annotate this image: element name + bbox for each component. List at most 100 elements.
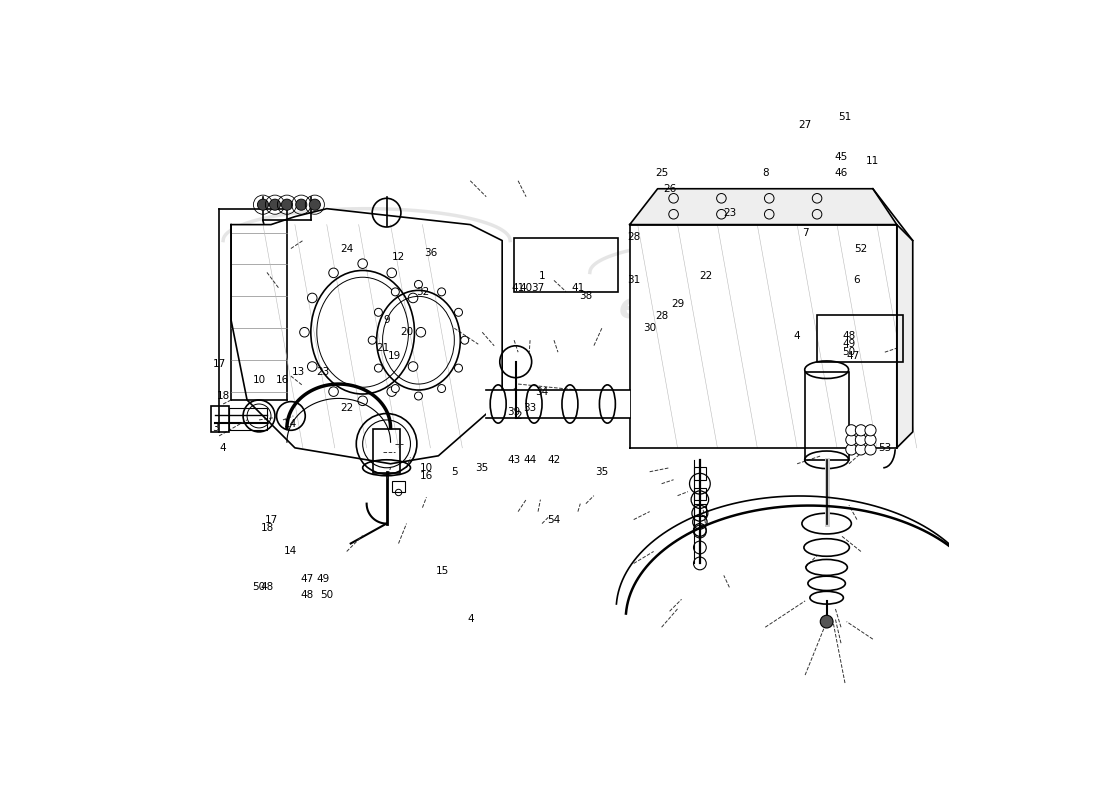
Circle shape (392, 385, 399, 393)
Text: 22: 22 (340, 403, 353, 413)
Circle shape (846, 444, 857, 455)
Circle shape (408, 293, 418, 302)
Text: 23: 23 (316, 367, 329, 377)
Circle shape (865, 425, 876, 436)
Polygon shape (896, 225, 913, 448)
Polygon shape (629, 225, 896, 448)
Text: 31: 31 (627, 275, 640, 286)
Circle shape (374, 308, 383, 316)
Polygon shape (231, 209, 503, 464)
Circle shape (454, 364, 462, 372)
Text: 6: 6 (854, 275, 860, 286)
Text: 18: 18 (261, 522, 274, 533)
Bar (211, 406, 229, 432)
Text: 43: 43 (507, 454, 520, 465)
Text: 14: 14 (284, 546, 297, 557)
Text: 28: 28 (627, 231, 640, 242)
Text: 13: 13 (293, 367, 306, 377)
Text: 40: 40 (519, 283, 532, 294)
Text: 4: 4 (794, 331, 801, 342)
Text: 41: 41 (571, 283, 584, 294)
Text: 41: 41 (512, 283, 525, 294)
Text: 24: 24 (340, 243, 353, 254)
Text: 19: 19 (388, 351, 401, 361)
Text: 51: 51 (838, 112, 851, 122)
Text: 17: 17 (212, 359, 226, 369)
Circle shape (416, 327, 426, 337)
Circle shape (358, 396, 367, 406)
Text: 52: 52 (855, 243, 868, 254)
Text: 7: 7 (802, 227, 808, 238)
Text: 45: 45 (835, 152, 848, 162)
Text: 8: 8 (762, 168, 769, 178)
Bar (229, 408, 267, 430)
Text: 28: 28 (654, 311, 668, 322)
Text: 50: 50 (253, 582, 265, 592)
Text: 18: 18 (217, 391, 230, 401)
Text: 32: 32 (416, 287, 429, 298)
Circle shape (392, 288, 399, 296)
Text: 37: 37 (531, 283, 544, 294)
Circle shape (415, 392, 422, 400)
Text: 10: 10 (253, 375, 265, 385)
Text: 39: 39 (507, 407, 520, 417)
Text: 23: 23 (723, 208, 736, 218)
Circle shape (374, 364, 383, 372)
Text: 42: 42 (548, 454, 561, 465)
Circle shape (309, 199, 320, 210)
Circle shape (454, 308, 462, 316)
Text: 35: 35 (475, 462, 488, 473)
Text: 46: 46 (835, 168, 848, 178)
Text: 11: 11 (867, 156, 880, 166)
Circle shape (438, 385, 446, 393)
Bar (514, 238, 618, 292)
Text: 33: 33 (524, 403, 537, 413)
Circle shape (308, 293, 317, 302)
Bar (817, 315, 903, 362)
Circle shape (856, 425, 867, 436)
Text: 35: 35 (595, 466, 608, 477)
Polygon shape (629, 189, 896, 225)
Circle shape (299, 327, 309, 337)
Text: eurospares: eurospares (619, 291, 848, 326)
Circle shape (270, 199, 280, 210)
Bar (486, 390, 629, 418)
Text: 16: 16 (420, 470, 433, 481)
Bar (373, 430, 400, 474)
Circle shape (856, 444, 867, 455)
Text: 29: 29 (671, 299, 684, 310)
Circle shape (329, 387, 339, 396)
Circle shape (846, 434, 857, 446)
Text: 21: 21 (376, 343, 389, 353)
Text: 44: 44 (524, 454, 537, 465)
Bar (693, 467, 706, 480)
Text: 26: 26 (663, 184, 676, 194)
Text: 17: 17 (264, 514, 277, 525)
Text: 27: 27 (799, 120, 812, 130)
Text: 9: 9 (383, 315, 389, 326)
Circle shape (358, 259, 367, 269)
Circle shape (329, 268, 339, 278)
Circle shape (865, 444, 876, 455)
Circle shape (408, 362, 418, 371)
Text: 50: 50 (320, 590, 333, 600)
Text: 48: 48 (843, 331, 856, 342)
Circle shape (856, 434, 867, 446)
Circle shape (461, 336, 469, 344)
Text: 34: 34 (536, 387, 549, 397)
Text: 54: 54 (548, 514, 561, 525)
Circle shape (308, 362, 317, 371)
Text: 20: 20 (400, 327, 414, 338)
Text: 4: 4 (220, 443, 227, 453)
Bar (805, 372, 849, 460)
Text: 38: 38 (580, 291, 593, 302)
Text: 4: 4 (468, 614, 474, 624)
Text: 47: 47 (300, 574, 313, 584)
Text: 12: 12 (392, 251, 405, 262)
Circle shape (846, 425, 857, 436)
Circle shape (415, 281, 422, 288)
Bar (392, 482, 405, 493)
Circle shape (282, 199, 293, 210)
Text: 5: 5 (451, 466, 458, 477)
Text: 14: 14 (284, 419, 297, 429)
